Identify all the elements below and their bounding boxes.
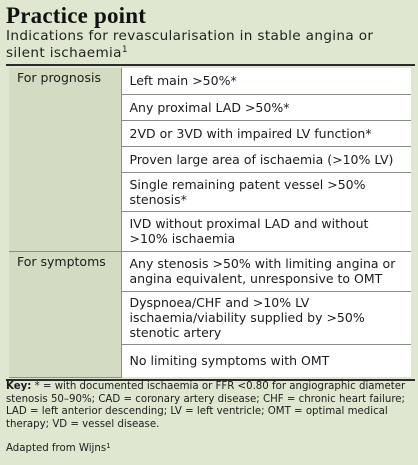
table-row: Dyspnoea/CHF and >10% LV ischaemia/viabi… (9, 290, 411, 345)
adapted-reference: 1 (106, 442, 111, 450)
criterion-cell: 2VD or 3VD with impaired LV function* (120, 119, 411, 147)
criterion-cell: Any stenosis >50% with limiting angina o… (120, 250, 411, 292)
subtitle-reference: 1 (121, 45, 128, 55)
category-label: For symptoms (17, 253, 106, 269)
category-label: For prognosis (17, 70, 101, 85)
criterion-cell: Left main >50%* (120, 68, 411, 95)
top-rule (6, 64, 415, 66)
category-cell-symptoms: For symptoms (9, 250, 122, 378)
table-row: Any proximal LAD >50%* (9, 93, 411, 121)
criterion-cell: Dyspnoea/CHF and >10% LV ischaemia/viabi… (120, 290, 411, 345)
criterion-cell: Any proximal LAD >50%* (120, 93, 411, 121)
box-heading: Practice point (6, 3, 147, 28)
table-row: For symptoms Any stenosis >50% with limi… (9, 250, 411, 378)
indications-table: For prognosis Left main >50%* Any proxim… (9, 68, 411, 378)
table-row: No limiting symptoms with OMT (9, 343, 411, 377)
table-row: IVD without proximal LAD and without >10… (9, 210, 411, 252)
category-cell-prognosis: For prognosis (9, 68, 122, 252)
criterion-cell: IVD without proximal LAD and without >10… (120, 210, 411, 252)
criterion-cell: Single remaining patent vessel >50% sten… (120, 171, 411, 212)
subtitle-text: Indications for revascularisation in sta… (6, 28, 374, 61)
table-key: Key: * = with documented ischaemia or FF… (6, 381, 414, 431)
criterion-cell: Proven large area of ischaemia (>10% LV) (120, 145, 411, 173)
adapted-text: Adapted from Wijns (6, 443, 107, 454)
key-label: Key: (6, 381, 32, 392)
table-row: For prognosis Left main >50%* (9, 68, 411, 252)
key-text: * = with documented ischaemia or FFR <0.… (6, 381, 406, 430)
box-subtitle: Indications for revascularisation in sta… (6, 28, 416, 62)
bottom-rule (6, 379, 415, 381)
table-row: Proven large area of ischaemia (>10% LV) (9, 145, 411, 173)
source-note: Adapted from Wijns1 (6, 443, 111, 455)
criterion-cell: No limiting symptoms with OMT (120, 343, 411, 377)
table-row: Single remaining patent vessel >50% sten… (9, 171, 411, 212)
table-row: 2VD or 3VD with impaired LV function* (9, 119, 411, 147)
